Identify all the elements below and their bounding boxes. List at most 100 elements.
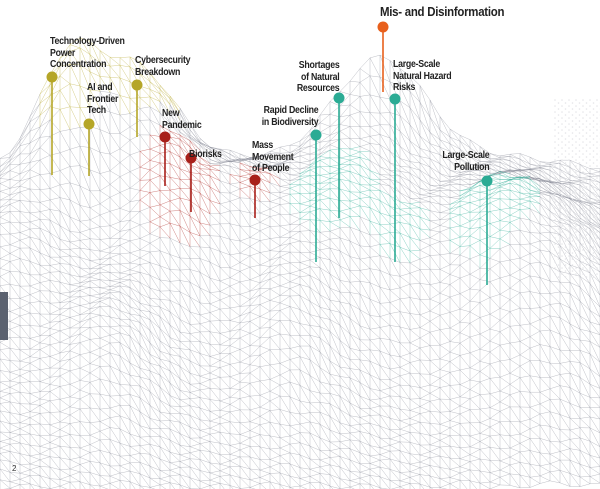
mesh-line xyxy=(169,222,181,227)
mesh-line xyxy=(9,315,21,322)
mesh-line xyxy=(509,275,521,281)
mesh-line xyxy=(359,136,371,139)
mesh-line xyxy=(339,104,351,107)
mesh-line xyxy=(319,182,331,190)
mesh-line xyxy=(119,342,131,364)
mesh-line xyxy=(169,223,181,244)
mesh-line xyxy=(279,146,291,153)
mesh-line xyxy=(329,247,341,267)
mesh-line xyxy=(519,257,531,264)
mesh-line xyxy=(149,119,161,126)
mesh-line xyxy=(0,204,11,213)
mesh-line xyxy=(89,287,101,295)
mesh-line xyxy=(519,275,531,281)
mesh-line xyxy=(259,230,271,239)
mesh-line xyxy=(349,270,361,282)
mesh-line xyxy=(129,126,141,136)
mesh-line xyxy=(209,235,221,237)
mesh-line xyxy=(419,258,431,270)
mesh-line xyxy=(459,235,471,238)
mesh-line xyxy=(9,199,21,201)
mesh-line xyxy=(239,372,251,374)
mesh-line xyxy=(409,250,421,260)
mesh-line xyxy=(549,231,561,235)
mesh-line xyxy=(369,327,381,330)
mesh-line xyxy=(539,181,551,191)
mesh-line xyxy=(579,184,591,198)
mesh-line xyxy=(419,85,431,101)
mesh-line xyxy=(449,195,461,198)
mesh-line xyxy=(549,181,561,195)
mesh-line xyxy=(49,232,61,240)
mesh-line xyxy=(209,320,221,334)
mesh-line xyxy=(449,284,461,294)
mesh-line xyxy=(319,166,331,174)
mesh-line xyxy=(239,158,251,162)
mesh-line xyxy=(69,231,81,233)
mesh-line xyxy=(369,124,381,127)
mesh-line xyxy=(219,180,231,185)
mesh-line xyxy=(429,220,441,226)
mesh-line xyxy=(559,234,571,243)
mesh-line xyxy=(169,123,181,133)
mesh-line xyxy=(359,165,371,180)
mesh-line xyxy=(509,269,521,276)
mesh-line xyxy=(399,85,411,108)
mesh-line xyxy=(559,195,571,209)
mesh-line xyxy=(69,342,81,352)
mesh-line xyxy=(179,179,191,189)
mesh-line xyxy=(579,222,591,236)
mesh-line xyxy=(39,290,51,304)
mesh-line xyxy=(499,320,511,327)
mesh-line xyxy=(429,229,441,233)
mesh-line xyxy=(279,231,291,238)
mesh-line xyxy=(389,313,401,328)
mesh-line xyxy=(109,289,121,293)
mesh-line xyxy=(339,325,351,335)
mesh-line xyxy=(329,231,341,239)
mesh-line xyxy=(319,238,331,243)
mesh-line xyxy=(109,148,121,155)
mesh-line xyxy=(159,210,171,217)
mesh-line xyxy=(19,369,31,372)
mesh-line xyxy=(59,197,71,218)
mesh-line xyxy=(89,89,101,109)
mesh-line xyxy=(0,164,11,176)
mesh-line xyxy=(169,324,181,333)
mesh-line xyxy=(169,269,181,271)
mesh-line xyxy=(239,158,251,167)
mesh-line xyxy=(559,303,571,309)
mesh-line xyxy=(349,200,361,207)
mesh-line xyxy=(139,151,151,161)
mesh-line xyxy=(149,305,161,317)
mesh-line xyxy=(579,220,591,226)
mesh-line xyxy=(349,157,361,161)
mesh-line xyxy=(259,178,271,183)
mesh-line xyxy=(39,272,51,276)
mesh-line xyxy=(99,287,111,290)
mesh-line xyxy=(289,212,301,215)
mesh-line xyxy=(149,262,161,266)
mesh-line xyxy=(89,147,101,174)
mesh-line xyxy=(19,188,31,193)
mesh-line xyxy=(359,205,371,222)
mesh-line xyxy=(299,153,311,157)
mesh-line xyxy=(159,237,171,255)
mesh-line xyxy=(569,214,581,224)
mesh-line xyxy=(89,238,101,240)
mesh-line xyxy=(9,284,21,299)
mesh-line xyxy=(459,245,471,247)
mesh-line xyxy=(149,204,161,208)
mesh-line xyxy=(349,216,361,231)
mesh-line xyxy=(219,286,231,292)
mesh-line xyxy=(339,157,351,161)
mesh-line xyxy=(199,341,211,357)
mesh-line xyxy=(589,235,600,256)
mesh-line xyxy=(329,345,341,368)
mesh-line xyxy=(9,271,21,287)
mesh-line xyxy=(229,223,241,242)
mesh-line xyxy=(9,348,21,362)
mesh-line xyxy=(149,298,161,308)
mesh-line xyxy=(399,207,411,210)
mesh-line xyxy=(449,205,461,210)
